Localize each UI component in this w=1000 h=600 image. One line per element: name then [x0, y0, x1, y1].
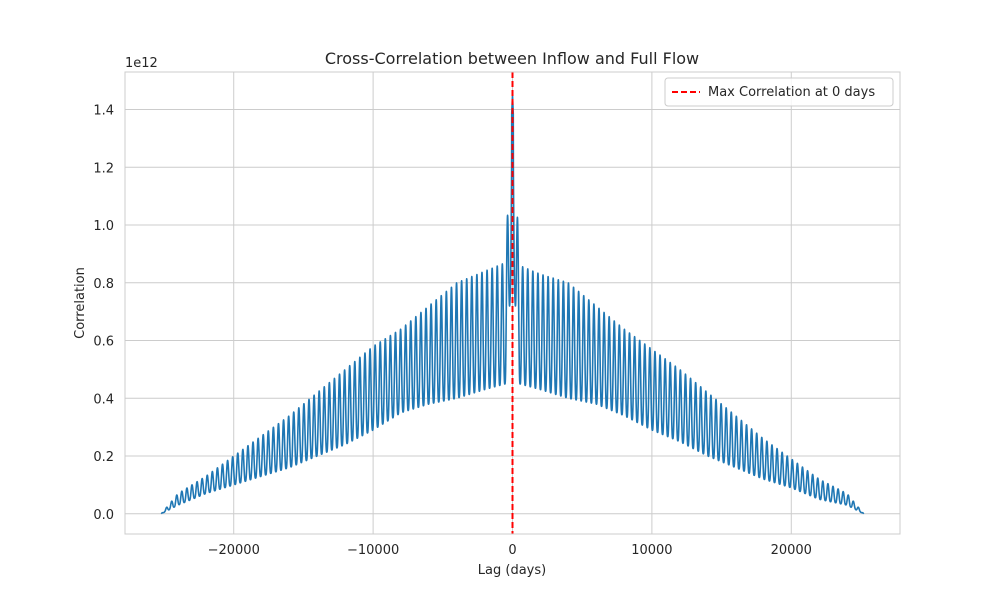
- x-axis-label: Lag (days): [478, 563, 546, 578]
- x-tick-label: 10000: [631, 543, 672, 558]
- y-tick-label: 1.0: [93, 219, 114, 234]
- y-axis-label: Correlation: [73, 267, 88, 339]
- plot-frame: [124, 71, 901, 535]
- y-tick-label: 0.6: [93, 335, 114, 350]
- x-tick-label: 0: [508, 543, 516, 558]
- y-offset-label: 1e12: [125, 56, 158, 71]
- x-ticks: −20000 −10000 0 10000 20000: [208, 543, 812, 558]
- x-tick-label: 20000: [771, 543, 812, 558]
- y-tick-label: 0.2: [93, 450, 114, 465]
- legend-label-max-correlation: Max Correlation at 0 days: [708, 85, 875, 100]
- y-tick-label: 0.8: [93, 277, 114, 292]
- x-tick-label: −10000: [347, 543, 399, 558]
- x-tick-label: −20000: [208, 543, 260, 558]
- series-group: [160, 72, 865, 534]
- y-tick-label: 0.4: [93, 392, 114, 407]
- y-tick-label: 0.0: [93, 508, 114, 523]
- y-tick-label: 1.2: [93, 161, 114, 176]
- y-ticks: 0.0 0.2 0.4 0.6 0.8 1.0 1.2 1.4: [93, 104, 114, 523]
- y-tick-label: 1.4: [93, 104, 114, 119]
- legend-box: [664, 77, 894, 107]
- chart-title: Cross-Correlation between Inflow and Ful…: [325, 49, 699, 68]
- legend: Max Correlation at 0 days: [664, 77, 894, 107]
